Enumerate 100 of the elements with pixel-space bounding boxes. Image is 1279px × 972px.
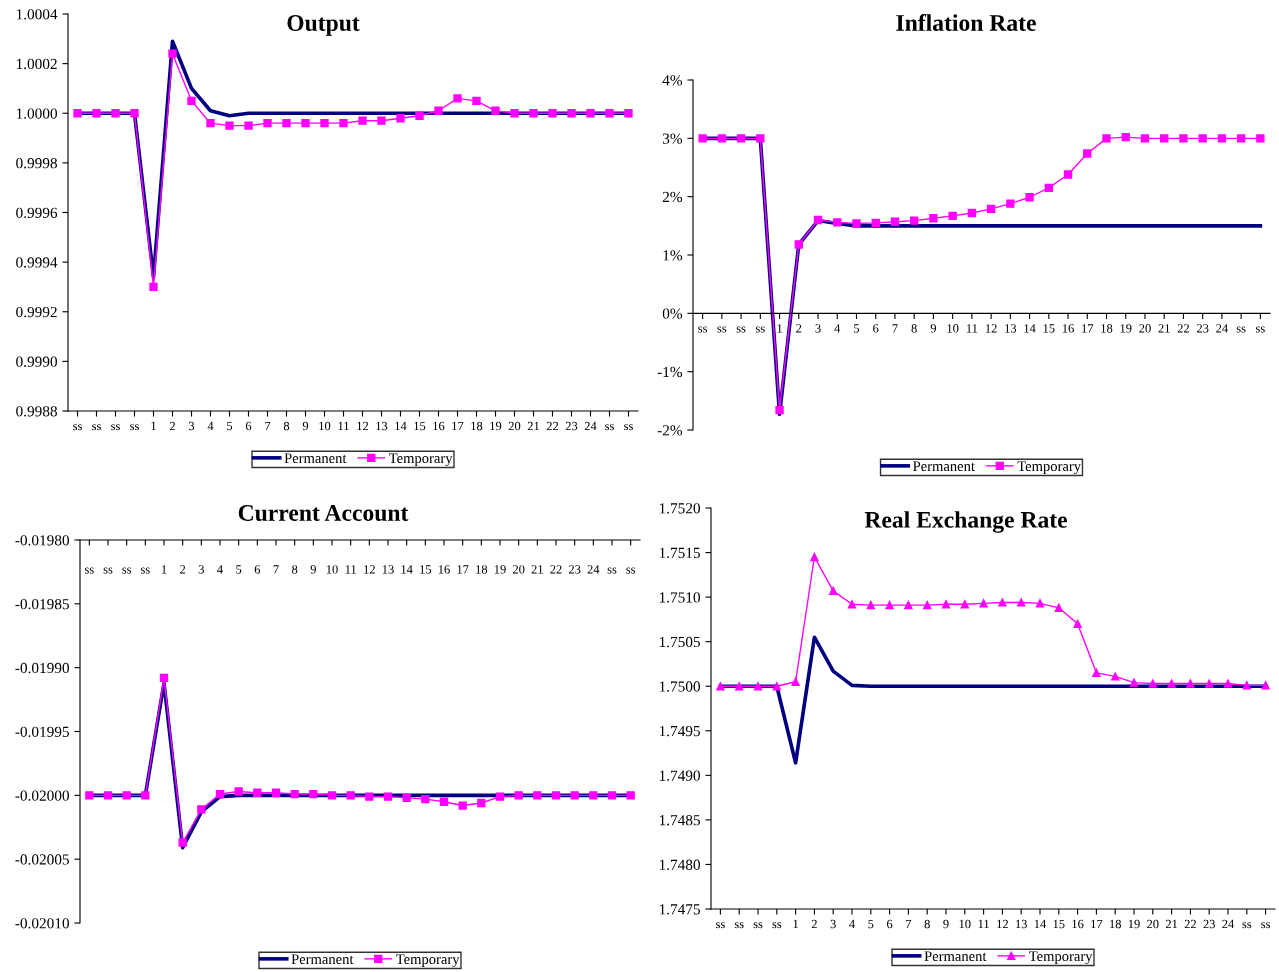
- point: [1198, 134, 1207, 143]
- point: [215, 789, 225, 799]
- x-tick-label: 4: [849, 919, 855, 929]
- point: [813, 215, 823, 225]
- x-tick-label: 14: [395, 421, 407, 431]
- x-tick-label: 7: [892, 324, 898, 333]
- y-tick-label: -0.01980: [15, 535, 69, 546]
- point: [1017, 598, 1026, 607]
- x-tick-label: ss: [753, 922, 763, 929]
- point: [244, 121, 253, 130]
- x-tick-label: 23: [565, 421, 578, 431]
- x-tick-label: 1: [151, 421, 156, 431]
- x-tick-label: 16: [438, 565, 450, 574]
- point: [1256, 134, 1265, 143]
- x-tick-label: 24: [1222, 919, 1235, 929]
- point: [998, 598, 1007, 607]
- point: [253, 788, 262, 797]
- point: [772, 682, 781, 691]
- point: [122, 791, 131, 800]
- point: [1205, 679, 1214, 688]
- x-tick-label: 20: [508, 421, 521, 431]
- point: [890, 217, 900, 226]
- x-tick-label: ss: [103, 567, 113, 574]
- point: [941, 600, 951, 609]
- legend-label: Permanent: [291, 954, 354, 965]
- chart-title: Real Exchange Rate: [864, 511, 1068, 533]
- legend-label: Temporary: [1029, 951, 1093, 965]
- x-tick-label: 21: [1165, 919, 1178, 929]
- x-tick-label: 18: [1101, 324, 1113, 333]
- legend-label: Temporary: [396, 954, 460, 968]
- point: [85, 791, 94, 800]
- x-tick-label: ss: [140, 567, 150, 574]
- point: [607, 791, 617, 800]
- point: [791, 677, 800, 686]
- x-tick-label: ss: [130, 424, 139, 431]
- point: [458, 801, 467, 810]
- x-tick-label: 4: [217, 565, 223, 574]
- point: [1148, 679, 1157, 688]
- point: [339, 119, 348, 128]
- point: [1242, 681, 1251, 690]
- point: [1236, 134, 1246, 143]
- y-tick-label: 1%: [663, 250, 683, 261]
- point: [1179, 134, 1188, 143]
- point: [833, 218, 842, 227]
- point: [1167, 679, 1176, 688]
- point: [1063, 170, 1073, 179]
- x-tick-label: 18: [1110, 919, 1121, 929]
- y-tick-label: 2%: [662, 191, 683, 203]
- point: [383, 792, 393, 801]
- y-tick-label: 0.9990: [16, 356, 57, 367]
- y-tick-label: -1%: [657, 366, 683, 378]
- legend-label: Temporary: [389, 453, 453, 467]
- point: [967, 208, 977, 218]
- point: [491, 106, 500, 115]
- x-tick-label: 2: [169, 421, 175, 431]
- point: [716, 682, 725, 691]
- x-tick-label: ss: [92, 424, 101, 431]
- x-tick-label: 6: [887, 919, 893, 929]
- point: [794, 240, 803, 249]
- x-tick-label: 3: [188, 421, 195, 431]
- x-tick-label: ss: [772, 922, 782, 929]
- x-tick-label: 12: [985, 324, 997, 333]
- chart-title: Current Account: [238, 505, 409, 521]
- x-tick-label: 6: [245, 421, 252, 431]
- x-tick-label: 7: [906, 919, 912, 929]
- x-tick-label: ss: [1256, 326, 1265, 333]
- x-tick-label: 15: [1053, 919, 1065, 929]
- x-tick-label: ss: [1236, 326, 1246, 333]
- legend-label: Permanent: [913, 461, 975, 472]
- x-tick-label: 8: [292, 565, 298, 574]
- x-tick-label: 16: [1072, 919, 1084, 929]
- point: [866, 600, 875, 610]
- point: [514, 791, 523, 800]
- x-tick-label: ss: [84, 567, 94, 574]
- x-tick-label: ss: [1242, 922, 1252, 929]
- point: [377, 116, 386, 125]
- x-tick-label: ss: [717, 326, 727, 333]
- point: [885, 600, 894, 610]
- x-tick-label: 18: [476, 565, 488, 574]
- point: [365, 792, 374, 801]
- point: [178, 838, 187, 847]
- x-tick-label: 12: [997, 919, 1008, 929]
- x-tick-label: 5: [868, 919, 874, 929]
- y-tick-label: 0.9994: [16, 257, 58, 268]
- point: [234, 787, 243, 796]
- point: [923, 600, 932, 610]
- point: [439, 797, 449, 806]
- x-tick-label: ss: [755, 326, 765, 333]
- point: [1223, 679, 1233, 688]
- y-tick-label: 1.0004: [16, 9, 58, 20]
- y-tick-label: 1.7500: [659, 681, 700, 692]
- x-tick-label: 10: [947, 324, 959, 333]
- y-tick-label: -0.01990: [15, 662, 69, 674]
- legend-label: Permanent: [924, 951, 987, 962]
- x-tick-label: ss: [605, 424, 614, 431]
- point: [910, 216, 919, 225]
- x-tick-label: 5: [227, 421, 233, 431]
- point: [1140, 134, 1150, 143]
- x-tick-label: ss: [626, 567, 636, 574]
- point: [1083, 149, 1092, 158]
